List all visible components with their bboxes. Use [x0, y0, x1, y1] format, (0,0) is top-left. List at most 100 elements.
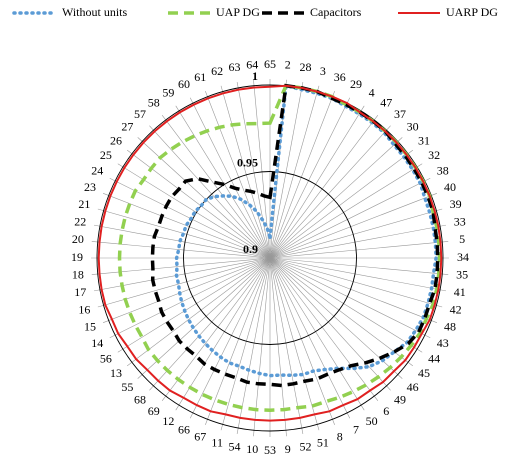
spoke	[269, 257, 335, 426]
spoke	[269, 163, 423, 259]
tick-label: 0.9	[243, 242, 258, 256]
category-label: 39	[450, 197, 462, 211]
spoke	[269, 257, 431, 339]
spoke	[126, 257, 271, 367]
category-label: 5	[459, 232, 465, 246]
category-label: 17	[74, 285, 86, 299]
category-label: 56	[100, 351, 112, 365]
category-label: 24	[91, 164, 103, 178]
category-label: 11	[211, 435, 223, 449]
category-label: 14	[91, 336, 103, 350]
spoke	[269, 257, 379, 402]
category-label: 29	[350, 77, 362, 91]
category-label: 57	[134, 107, 146, 121]
spoke	[269, 193, 438, 259]
spoke	[205, 257, 271, 426]
category-label: 9	[285, 442, 291, 456]
spoke	[269, 85, 320, 259]
grid-ring	[96, 84, 444, 432]
category-label: 8	[337, 430, 343, 444]
spoke	[269, 81, 304, 259]
series-line	[117, 83, 442, 412]
category-label: 47	[380, 96, 392, 110]
category-label: 34	[457, 250, 469, 264]
legend-label: Without units	[62, 5, 128, 19]
category-label: 45	[418, 366, 430, 380]
spoke	[117, 257, 271, 353]
category-label: 6	[383, 404, 389, 418]
spoke	[205, 90, 271, 259]
category-label: 32	[428, 148, 440, 162]
spoke	[236, 257, 271, 435]
category-label: 19	[71, 250, 83, 264]
category-label: 61	[194, 70, 206, 84]
category-label: 2	[285, 58, 291, 72]
spoke	[269, 224, 447, 259]
spoke	[236, 81, 271, 259]
category-label: 7	[353, 423, 359, 437]
category-label: 54	[229, 439, 241, 453]
spoke	[269, 257, 365, 411]
spoke	[269, 257, 447, 292]
spoke	[269, 114, 379, 259]
category-label: 48	[444, 319, 456, 333]
spoke	[161, 257, 271, 402]
legend-label: Capacitors	[310, 5, 362, 19]
spoke	[269, 257, 423, 353]
tick-label: 0.95	[237, 155, 258, 169]
category-label: 4	[369, 86, 375, 100]
category-label: 30	[407, 120, 419, 134]
category-label: 59	[162, 86, 174, 100]
category-label: 50	[366, 414, 378, 428]
category-label: 67	[194, 430, 206, 444]
category-label: 21	[78, 197, 90, 211]
spoke	[149, 257, 271, 391]
series-line	[150, 83, 440, 388]
spoke	[269, 90, 335, 259]
spoke	[269, 177, 431, 259]
category-label: 44	[428, 351, 440, 365]
category-label: 35	[456, 268, 468, 282]
legend-label: UARP DG	[446, 5, 498, 19]
spoke	[269, 208, 443, 259]
category-label: 16	[78, 303, 90, 317]
category-label: 31	[418, 133, 430, 147]
category-label: 12	[162, 414, 174, 428]
category-label: 26	[110, 133, 122, 147]
spoke	[269, 125, 391, 259]
spoke	[189, 97, 271, 259]
category-label: 36	[334, 70, 346, 84]
legend-label: UAP DG	[216, 5, 260, 19]
category-label: 58	[148, 96, 160, 110]
category-label: 43	[437, 336, 449, 350]
spoke	[269, 257, 320, 431]
category-label: 10	[246, 442, 258, 456]
spoke	[269, 257, 287, 437]
spoke	[189, 257, 271, 419]
spoke	[269, 257, 443, 308]
category-label: 23	[84, 180, 96, 194]
series-line	[97, 84, 443, 422]
category-label: 62	[211, 64, 223, 78]
spoke	[161, 114, 271, 259]
spoke	[149, 125, 271, 259]
spoke	[269, 137, 403, 259]
category-label: 37	[394, 107, 406, 121]
spoke	[269, 149, 414, 259]
category-label: 55	[121, 380, 133, 394]
spoke	[102, 257, 271, 323]
category-label: 51	[317, 435, 329, 449]
spoke	[269, 257, 438, 323]
spoke	[269, 105, 365, 259]
category-label: 60	[178, 77, 190, 91]
spoke	[220, 257, 271, 431]
category-label: 28	[299, 60, 311, 74]
spoke	[269, 257, 304, 435]
spoke	[269, 257, 391, 391]
category-label: 53	[264, 443, 276, 457]
category-label: 52	[299, 439, 311, 453]
category-label: 69	[148, 404, 160, 418]
category-label: 40	[444, 180, 456, 194]
